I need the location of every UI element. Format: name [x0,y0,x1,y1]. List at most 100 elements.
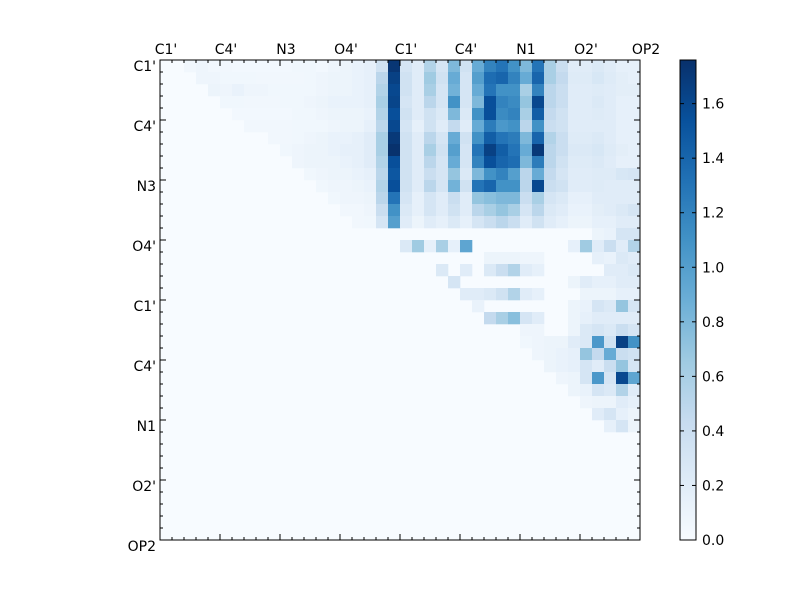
heatmap-cell [448,276,461,289]
heatmap-cell [532,264,545,277]
heatmap-cell [484,312,497,325]
heatmap-cell [580,204,593,217]
heatmap-cell [568,384,581,397]
heatmap-cell [268,60,281,73]
heatmap-cell [568,192,581,205]
heatmap-cell [544,216,557,229]
heatmap-cell [364,84,377,97]
heatmap-cell [520,84,533,97]
heatmap-cell [256,96,269,109]
heatmap-cells [184,60,641,433]
heatmap-cell [424,96,437,109]
heatmap-cell [196,72,209,85]
heatmap-cell [196,60,209,73]
heatmap-cell [436,156,449,169]
heatmap-cell [232,84,245,97]
heatmap-cell [616,240,629,253]
heatmap-cell [448,240,461,253]
heatmap-cell [616,72,629,85]
heatmap-cell [460,84,473,97]
heatmap-cell [568,120,581,133]
heatmap-cell [496,60,509,73]
heatmap-cell [244,72,257,85]
heatmap-cell [556,360,569,373]
heatmap-cell [568,276,581,289]
heatmap-cell [628,228,641,241]
heatmap-cell [388,132,401,145]
heatmap-cell [580,324,593,337]
heatmap-cell [484,84,497,97]
heatmap-cell [448,108,461,121]
heatmap-cell [460,72,473,85]
heatmap-cell [208,84,221,97]
heatmap-cell [352,168,365,181]
heatmap-cell [496,144,509,157]
heatmap-cell [604,120,617,133]
heatmap-cell [460,144,473,157]
heatmap-cell [424,216,437,229]
heatmap-cell [304,144,317,157]
heatmap-cell [556,180,569,193]
heatmap-cell [460,204,473,217]
heatmap-cell [424,132,437,145]
colorbar-tick-label: 0.0 [702,533,724,549]
heatmap-cell [580,60,593,73]
heatmap-cell [304,132,317,145]
heatmap-cell [448,72,461,85]
heatmap-cell [340,72,353,85]
heatmap-cell [568,336,581,349]
heatmap-cell [508,132,521,145]
y-tick-label: C1' [133,59,156,75]
heatmap-cell [520,204,533,217]
heatmap-cell [604,312,617,325]
heatmap-cell [376,156,389,169]
heatmap-cell [580,312,593,325]
heatmap-cell [580,108,593,121]
heatmap-cell [568,360,581,373]
heatmap-cell [316,60,329,73]
heatmap-cell [376,192,389,205]
heatmap-cell [616,120,629,133]
heatmap-cell [232,72,245,85]
heatmap-cell [580,336,593,349]
heatmap-cell [628,336,641,349]
heatmap-cell [472,168,485,181]
heatmap-cell [388,192,401,205]
heatmap-cell [304,168,317,181]
heatmap-cell [448,180,461,193]
heatmap-cell [544,348,557,361]
heatmap-cell [268,84,281,97]
heatmap-cell [604,300,617,313]
heatmap-cell [376,168,389,181]
heatmap-cell [280,120,293,133]
heatmap-cell [508,72,521,85]
heatmap-cell [316,84,329,97]
heatmap-cell [244,120,257,133]
heatmap-cell [592,204,605,217]
heatmap-cell [568,96,581,109]
heatmap-cell [496,108,509,121]
heatmap-cell [532,120,545,133]
heatmap-cell [592,384,605,397]
heatmap-cell [592,252,605,265]
heatmap-cell [544,96,557,109]
heatmap-cell [496,156,509,169]
heatmap-cell [340,180,353,193]
colorbar-tick-label: 0.4 [702,424,724,440]
heatmap-cell [400,192,413,205]
heatmap-cell [592,348,605,361]
heatmap-cell [544,108,557,121]
heatmap-cell [616,192,629,205]
heatmap-cell [448,156,461,169]
heatmap-cell [568,156,581,169]
heatmap-cell [472,132,485,145]
heatmap-cell [388,120,401,133]
heatmap-cell [628,144,641,157]
heatmap-cell [364,72,377,85]
heatmap-cell [352,216,365,229]
heatmap-cell [280,60,293,73]
heatmap-cell [448,120,461,133]
colorbar [679,59,697,541]
heatmap-cell [604,108,617,121]
heatmap-cell [544,60,557,73]
